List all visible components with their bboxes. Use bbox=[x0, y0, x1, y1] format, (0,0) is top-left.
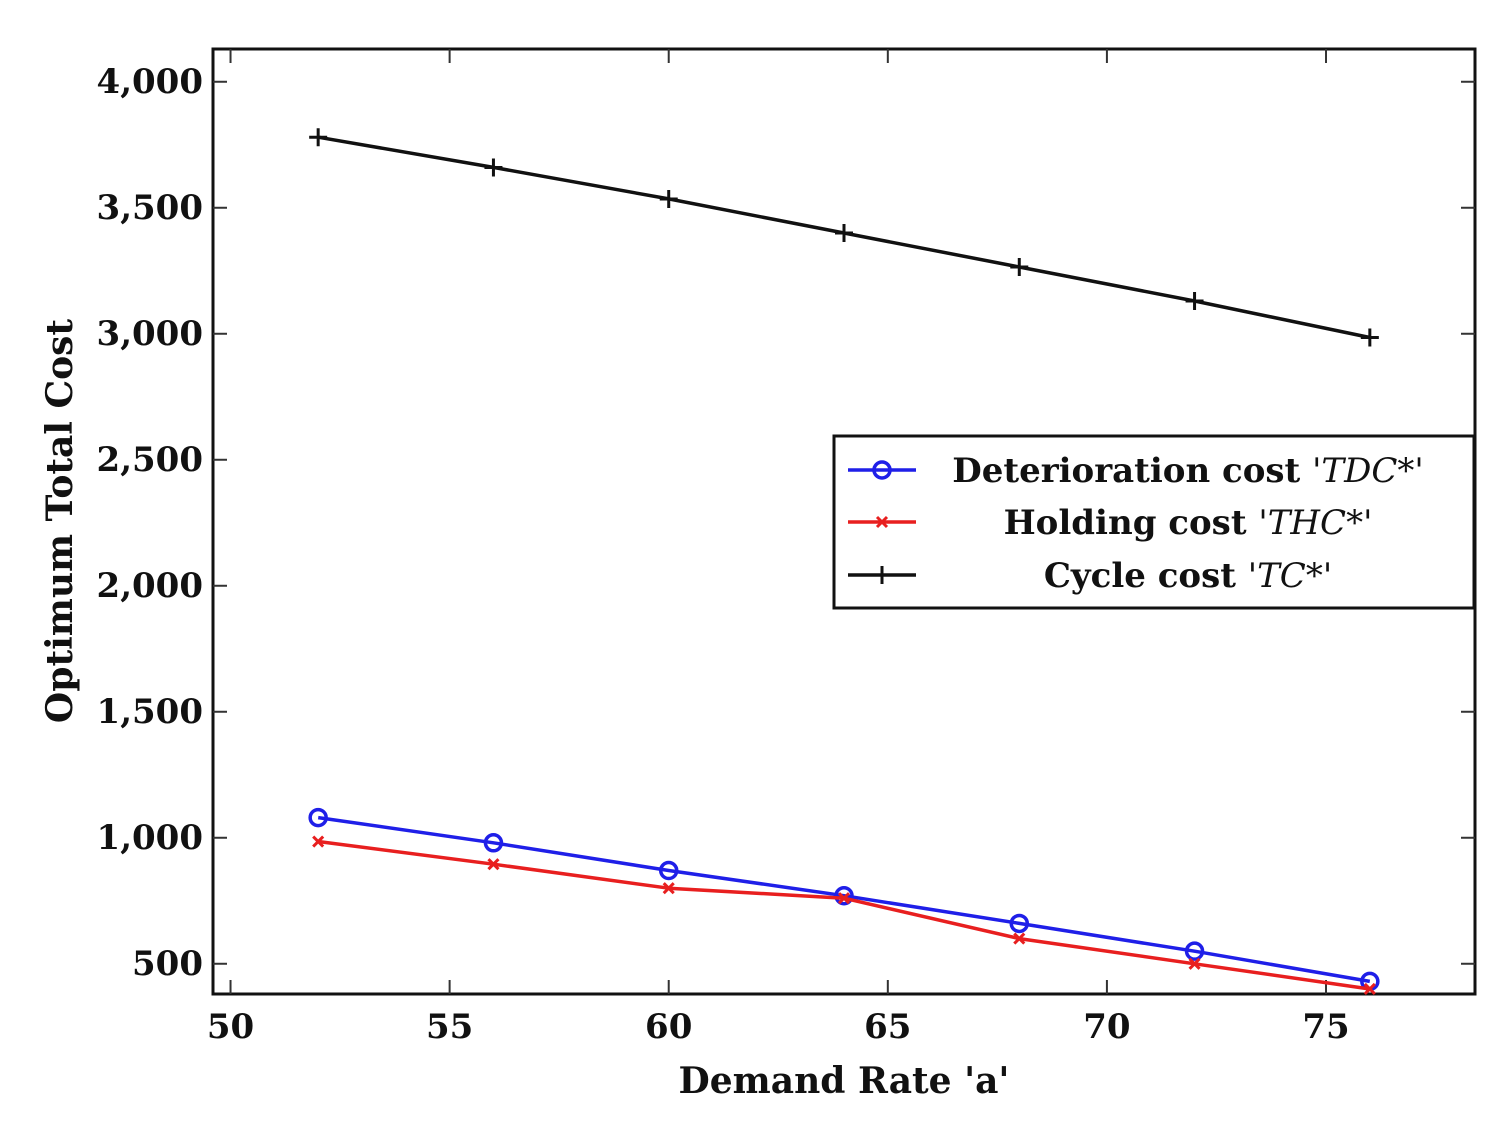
data-point bbox=[487, 858, 500, 871]
x-tick-label: 60 bbox=[645, 1007, 692, 1047]
data-point bbox=[659, 189, 678, 208]
data-point bbox=[1010, 257, 1029, 276]
data-point bbox=[1009, 913, 1030, 934]
y-tick-label: 3,000 bbox=[97, 314, 203, 354]
y-tick-label: 3,500 bbox=[97, 188, 203, 228]
series-circle bbox=[308, 807, 1380, 992]
x-tick-label: 75 bbox=[1302, 1007, 1349, 1047]
y-axis: 500 1,000 1,500 2,000 2,500 3,000 3,500 4,000 bbox=[97, 62, 1475, 984]
data-point bbox=[309, 128, 328, 147]
data-point bbox=[484, 158, 503, 177]
series-plus bbox=[309, 128, 1379, 347]
legend: Deterioration cost 'TDC*' Holding cost 'T… bbox=[832, 434, 1476, 610]
x-tick-label: 65 bbox=[864, 1007, 911, 1047]
legend-label: Cycle cost 'TC*' bbox=[1044, 556, 1332, 596]
data-point bbox=[1184, 941, 1205, 961]
x-tick-label: 50 bbox=[207, 1007, 254, 1047]
data-point bbox=[483, 833, 504, 853]
legend-label: Deterioration cost 'TDC*' bbox=[952, 451, 1423, 491]
legend-box bbox=[832, 434, 1476, 610]
data-point bbox=[834, 885, 854, 906]
data-point bbox=[835, 223, 853, 242]
data-point bbox=[1360, 328, 1379, 347]
legend-label-symbol: 'TDC*' bbox=[1312, 451, 1424, 491]
data-point bbox=[1185, 292, 1204, 310]
data-point bbox=[312, 835, 325, 848]
x-axis: 50 55 60 65 70 75 bbox=[207, 49, 1350, 1047]
series-line bbox=[317, 839, 1371, 991]
legend-label-symbol: 'THC*' bbox=[1258, 503, 1372, 543]
legend-label-text: Deterioration cost bbox=[952, 451, 1312, 491]
data-point bbox=[837, 892, 851, 905]
data-point bbox=[1013, 932, 1026, 945]
y-tick-label: 1,000 bbox=[97, 818, 203, 858]
data-point bbox=[662, 882, 675, 895]
legend-marker bbox=[875, 515, 889, 529]
series-x bbox=[312, 835, 1376, 996]
y-tick-label: 2,500 bbox=[97, 440, 203, 480]
data-point bbox=[658, 860, 679, 881]
y-tick-label: 4,000 bbox=[97, 62, 203, 102]
data-point bbox=[1188, 957, 1201, 970]
y-tick-label: 2,000 bbox=[97, 566, 203, 606]
data-point bbox=[308, 807, 328, 828]
legend-marker bbox=[873, 566, 891, 584]
legend-label-text: Holding cost bbox=[1004, 503, 1259, 543]
x-axis-title: Demand Rate 'a' bbox=[679, 1060, 1010, 1102]
x-tick-label: 55 bbox=[426, 1007, 473, 1047]
series-layer bbox=[308, 128, 1380, 996]
y-tick-label: 1,500 bbox=[97, 692, 203, 732]
x-tick-label: 70 bbox=[1083, 1007, 1130, 1047]
legend-marker bbox=[872, 460, 892, 480]
legend-label-symbol: 'TC*' bbox=[1248, 556, 1332, 596]
legend-label-text: Cycle cost bbox=[1044, 556, 1248, 596]
y-tick-label: 500 bbox=[132, 944, 203, 984]
data-point bbox=[1363, 982, 1376, 996]
series-line bbox=[317, 815, 1371, 984]
legend-label: Holding cost 'THC*' bbox=[1004, 503, 1373, 543]
y-axis-title: Optimum Total Cost bbox=[39, 319, 81, 723]
